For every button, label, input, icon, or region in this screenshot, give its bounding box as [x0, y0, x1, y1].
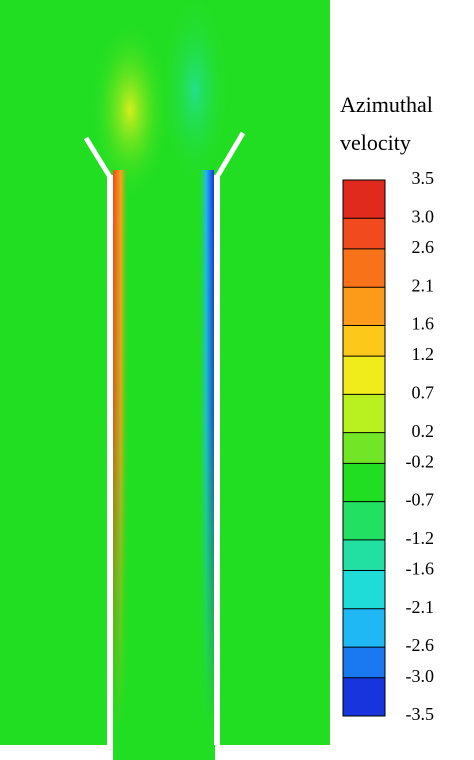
contour-field [0, 0, 330, 760]
colorbar-tick-label: -2.1 [406, 597, 435, 617]
colorbar-tick-label: 1.2 [412, 344, 435, 364]
colorbar-tick-label: -1.6 [406, 559, 435, 579]
colorbar-tick-label: 2.6 [412, 237, 435, 257]
colorbar-band [343, 287, 385, 326]
colorbar-band [343, 677, 385, 716]
colorbar-title: Azimuthal [340, 92, 433, 117]
colorbar-tick-label: 0.2 [412, 421, 435, 441]
colorbar-band [343, 180, 385, 219]
colorbar: 3.5 3.0 2.6 2.1 1.6 1.2 0.7 0.2 -0.2 -0.7 -1.2 -1.6… [342, 168, 435, 724]
colorbar-tick-label: -3.5 [406, 704, 435, 724]
colorbar-tick-label: 3.0 [412, 206, 435, 226]
colorbar-frame [342, 179, 386, 717]
colorbar-tick-label: 1.6 [412, 314, 435, 334]
colorbar-band [343, 248, 385, 288]
colorbar-tick-label: -3.0 [406, 666, 435, 686]
colorbar-band [343, 608, 385, 648]
colorbar-band [343, 218, 385, 249]
colorbar-tick-label: 0.7 [412, 383, 435, 403]
colorbar-title: velocity [340, 130, 411, 155]
colorbar-tick-label: -2.6 [406, 635, 435, 655]
colorbar-band [343, 570, 385, 609]
colorbar-band [343, 394, 385, 433]
colorbar-tick-label: -1.2 [406, 528, 435, 548]
colorbar-band [343, 325, 385, 357]
colorbar-tick-label: 2.1 [412, 275, 435, 295]
colorbar-band [343, 501, 385, 540]
colorbar-tick-label: -0.2 [406, 451, 435, 471]
colorbar-tick-label: -0.7 [406, 490, 435, 510]
colorbar-band [343, 356, 385, 395]
colorbar-band [343, 432, 385, 464]
colorbar-band [343, 539, 385, 571]
colorbar-band [343, 647, 385, 678]
colorbar-tick-label: 3.5 [412, 168, 435, 188]
colorbar-band [343, 463, 385, 502]
